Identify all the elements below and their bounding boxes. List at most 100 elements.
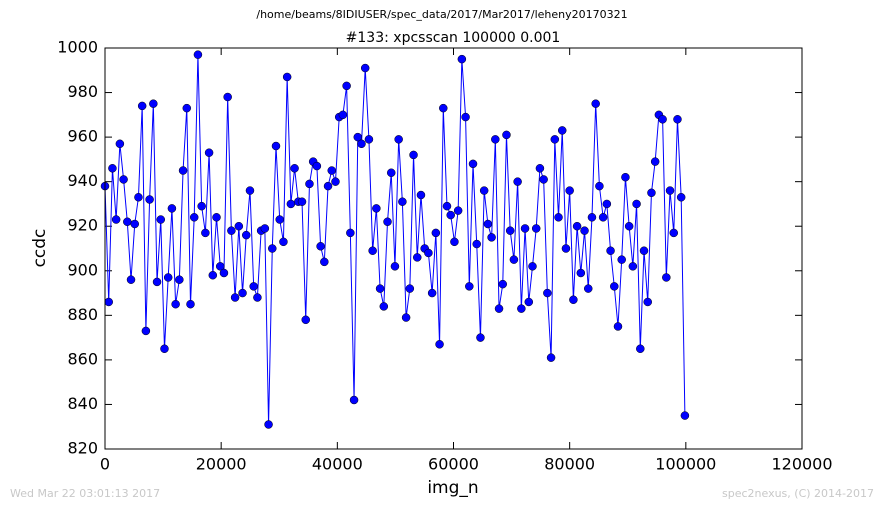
data-point [502, 130, 511, 140]
y-tick-label: 960 [67, 127, 98, 146]
y-tick-label: 820 [67, 439, 98, 458]
data-point [123, 217, 132, 227]
data-point [557, 126, 567, 135]
data-point [513, 177, 522, 186]
data-point [238, 288, 247, 298]
data-point [279, 237, 288, 247]
data-point [624, 221, 634, 231]
data-point [439, 103, 448, 113]
data-point [405, 284, 415, 293]
data-point [286, 199, 296, 209]
footer-right: spec2nexus, (C) 2014-2017 [722, 487, 874, 500]
data-point [368, 246, 377, 255]
data-point [353, 132, 363, 142]
y-axis-label: ccdc [30, 229, 50, 268]
data-point [379, 302, 389, 311]
y-tick-label: 940 [67, 171, 98, 190]
data-point [431, 228, 441, 238]
data-point [435, 340, 444, 349]
data-point [628, 262, 638, 271]
data-point [242, 230, 251, 240]
data-point [175, 275, 184, 284]
data-point [264, 420, 273, 429]
data-point [390, 262, 400, 271]
data-point [163, 273, 173, 282]
x-tick-label: 20000 [196, 455, 247, 474]
y-tick-label: 900 [67, 260, 98, 279]
data-point [149, 99, 158, 108]
y-tick-label: 920 [67, 216, 98, 235]
data-point [108, 164, 117, 173]
data-point [219, 268, 229, 278]
y-tick-label: 860 [67, 349, 98, 368]
data-point [576, 268, 586, 278]
data-point [453, 206, 463, 215]
data-point [483, 219, 493, 229]
data-point [621, 172, 630, 182]
x-tick-label: 120000 [771, 455, 832, 474]
data-point [189, 213, 199, 222]
data-point [364, 135, 374, 144]
data-point [178, 166, 188, 175]
y-tick-label: 980 [67, 82, 98, 101]
data-point [234, 221, 244, 231]
data-point [301, 315, 310, 325]
data-point [591, 99, 600, 108]
data-point [249, 282, 258, 291]
data-point [468, 159, 478, 169]
data-point [632, 199, 641, 209]
data-point [613, 322, 623, 331]
data-point [360, 63, 370, 73]
data-point [413, 253, 422, 262]
data-point [130, 219, 139, 229]
y-tick-label: 880 [67, 305, 98, 324]
x-tick-label: 100000 [655, 455, 716, 474]
data-point [260, 224, 270, 233]
data-point [461, 112, 470, 122]
x-tick-label: 0 [100, 455, 110, 474]
data-point [327, 166, 337, 175]
x-axis-label: img_n [427, 478, 478, 498]
data-point [290, 164, 299, 173]
data-point [193, 50, 203, 59]
data-point [331, 177, 340, 186]
data-point [531, 224, 541, 233]
data-point [282, 72, 292, 82]
data-point [137, 101, 147, 111]
data-point [398, 197, 407, 206]
data-point [215, 262, 225, 271]
data-point [647, 188, 656, 198]
data-point [145, 195, 154, 204]
data-point [401, 313, 411, 322]
data-point [409, 150, 418, 160]
data-point [639, 246, 649, 255]
suptitle: /home/beams/8IDIUSER/spec_data/2017/Mar2… [256, 8, 627, 21]
data-point [479, 186, 489, 195]
data-point [357, 139, 366, 149]
data-point [346, 228, 355, 238]
data-point [338, 110, 348, 120]
data-point [312, 161, 322, 171]
x-tick-label: 80000 [544, 455, 595, 474]
data-point [104, 297, 113, 307]
data-point [662, 273, 671, 282]
data-point [230, 293, 240, 302]
plot-frame [104, 47, 803, 450]
data-point [119, 175, 128, 184]
data-point [494, 304, 504, 313]
data-point [572, 221, 582, 231]
data-point [245, 186, 255, 195]
chart-title: #133: xpcsscan 100000 0.001 [346, 30, 561, 46]
data-point [598, 213, 608, 222]
data-point [561, 244, 571, 253]
data-point [156, 215, 166, 224]
data-point [580, 226, 589, 235]
data-point [416, 190, 426, 200]
data-point [465, 282, 474, 291]
data-point [665, 186, 675, 195]
data-point [535, 164, 545, 173]
data-point [669, 228, 679, 238]
data-point [472, 239, 481, 249]
data-point [676, 193, 686, 202]
